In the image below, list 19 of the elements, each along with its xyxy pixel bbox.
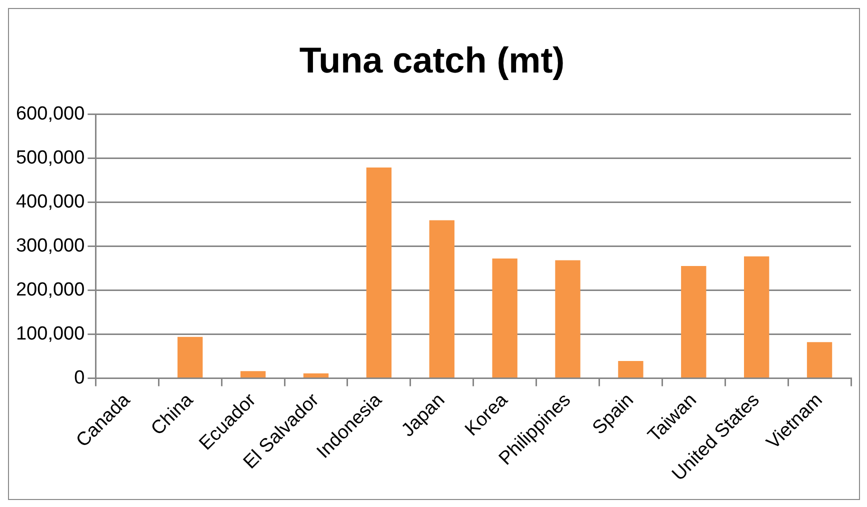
y-tick-label: 300,000	[16, 235, 85, 256]
bar	[178, 336, 203, 378]
bar	[429, 220, 454, 378]
bar	[366, 167, 392, 378]
y-tick-label: 0	[74, 367, 85, 388]
bar	[492, 258, 518, 378]
chart-title: Tuna catch (mt)	[299, 40, 565, 81]
y-tick-label: 500,000	[16, 147, 85, 168]
y-tick-label: 400,000	[16, 191, 85, 212]
bar	[681, 266, 706, 378]
bar	[303, 373, 329, 378]
y-tick-label: 600,000	[16, 103, 85, 124]
bar	[744, 256, 770, 378]
bar	[806, 342, 832, 378]
y-tick-label: 200,000	[16, 279, 85, 300]
bar	[555, 260, 580, 378]
bar	[240, 371, 266, 378]
y-tick-label: 100,000	[16, 323, 85, 344]
bar	[618, 361, 644, 378]
